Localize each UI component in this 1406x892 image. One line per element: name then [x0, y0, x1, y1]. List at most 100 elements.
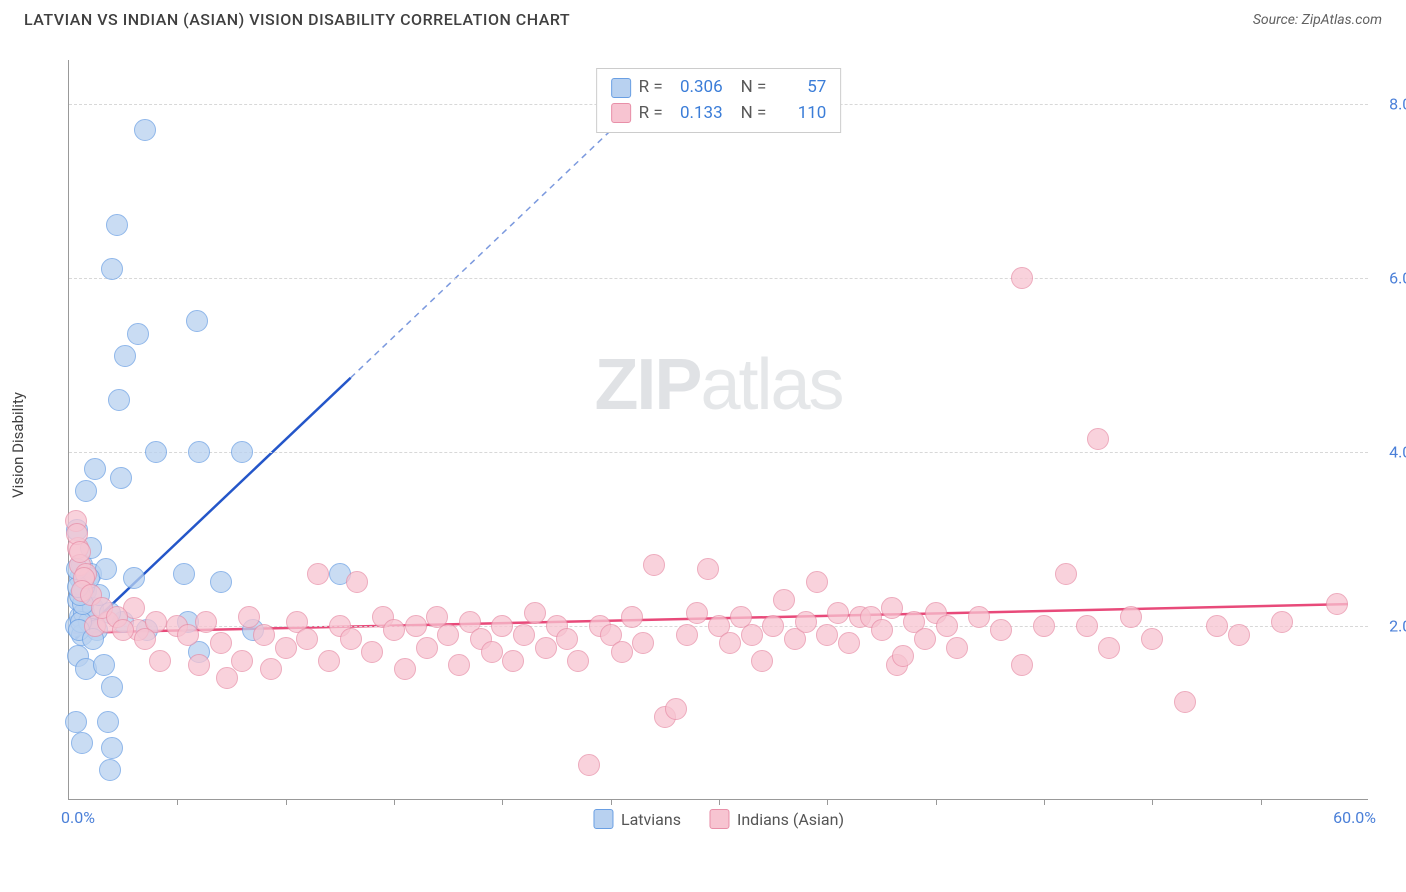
scatter-point [110, 467, 132, 489]
legend-swatch-icon [709, 809, 729, 829]
scatter-point [260, 658, 282, 680]
legend-swatch-1 [611, 103, 631, 123]
chart-title: LATVIAN VS INDIAN (ASIAN) VISION DISABIL… [24, 10, 570, 29]
legend-stats-row-0: R = 0.306 N = 57 [611, 75, 827, 101]
plot-area: ZIPatlas R = 0.306 N = 57 R = 0.133 N = … [68, 60, 1368, 800]
scatter-point [216, 667, 238, 689]
legend-swatch-0 [611, 78, 631, 98]
scatter-point [491, 615, 513, 637]
scatter-point [93, 654, 115, 676]
scatter-point [936, 615, 958, 637]
grid-line [69, 278, 1368, 279]
scatter-point [806, 571, 828, 593]
scatter-point [123, 567, 145, 589]
legend-stats-row-1: R = 0.133 N = 110 [611, 101, 827, 127]
scatter-point [416, 637, 438, 659]
scatter-point [307, 563, 329, 585]
scatter-point [1087, 428, 1109, 450]
scatter-point [1033, 615, 1055, 637]
grid-line [69, 452, 1368, 453]
y-tick-label: 4.0% [1389, 442, 1406, 461]
scatter-point [231, 650, 253, 672]
watermark-bold: ZIP [594, 345, 700, 425]
scatter-point [346, 571, 368, 593]
scatter-point [968, 606, 990, 628]
scatter-point [838, 632, 860, 654]
legend-r-label: R = [639, 75, 663, 101]
scatter-point [1011, 267, 1033, 289]
scatter-point [71, 732, 93, 754]
scatter-point [108, 389, 130, 411]
scatter-point [946, 637, 968, 659]
scatter-point [69, 541, 91, 563]
watermark-rest: atlas [700, 345, 842, 425]
legend-series: Latvians Indians (Asian) [593, 809, 844, 829]
scatter-point [101, 737, 123, 759]
scatter-point [741, 624, 763, 646]
scatter-point [632, 632, 654, 654]
scatter-point [719, 632, 741, 654]
trend-lines-layer [69, 60, 1368, 799]
x-max-label: 60.0% [1333, 808, 1376, 827]
scatter-point [827, 602, 849, 624]
scatter-point [1206, 615, 1228, 637]
scatter-point [127, 323, 149, 345]
scatter-point [186, 310, 208, 332]
scatter-point [1055, 563, 1077, 585]
scatter-point [134, 628, 156, 650]
y-axis-label: Vision Disability [9, 392, 27, 498]
scatter-point [1076, 615, 1098, 637]
scatter-point [149, 650, 171, 672]
legend-r-label: R = [639, 101, 663, 127]
scatter-point [296, 628, 318, 650]
scatter-point [990, 619, 1012, 641]
x-tick [286, 799, 287, 805]
scatter-point [643, 554, 665, 576]
scatter-point [762, 615, 784, 637]
scatter-point [99, 759, 121, 781]
scatter-point [1141, 628, 1163, 650]
trend-line [76, 378, 351, 639]
scatter-point [621, 606, 643, 628]
scatter-point [773, 589, 795, 611]
x-tick [719, 799, 720, 805]
scatter-point [210, 632, 232, 654]
legend-n-value-1: 110 [774, 101, 826, 127]
scatter-point [502, 650, 524, 672]
legend-series-label-0: Latvians [621, 810, 681, 829]
scatter-point [871, 619, 893, 641]
legend-stats: R = 0.306 N = 57 R = 0.133 N = 110 [596, 68, 842, 133]
x-tick [394, 799, 395, 805]
scatter-point [210, 571, 232, 593]
legend-series-item-0: Latvians [593, 809, 681, 829]
scatter-point [75, 480, 97, 502]
scatter-point [1228, 624, 1250, 646]
scatter-point [106, 214, 128, 236]
scatter-point [567, 650, 589, 672]
x-tick [936, 799, 937, 805]
scatter-point [231, 441, 253, 463]
legend-swatch-icon [593, 809, 613, 829]
scatter-point [481, 641, 503, 663]
scatter-point [188, 441, 210, 463]
scatter-point [697, 558, 719, 580]
watermark: ZIPatlas [594, 344, 842, 426]
legend-n-label: N = [741, 101, 767, 127]
scatter-point [383, 619, 405, 641]
scatter-point [795, 611, 817, 633]
scatter-point [448, 654, 470, 676]
x-tick [611, 799, 612, 805]
scatter-point [524, 602, 546, 624]
x-tick [1261, 799, 1262, 805]
scatter-point [611, 641, 633, 663]
scatter-point [513, 624, 535, 646]
scatter-point [686, 602, 708, 624]
scatter-point [318, 650, 340, 672]
scatter-point [751, 650, 773, 672]
x-tick [1044, 799, 1045, 805]
scatter-point [1011, 654, 1033, 676]
scatter-point [1271, 611, 1293, 633]
scatter-point [114, 345, 136, 367]
legend-series-label-1: Indians (Asian) [737, 810, 844, 829]
scatter-point [101, 258, 123, 280]
